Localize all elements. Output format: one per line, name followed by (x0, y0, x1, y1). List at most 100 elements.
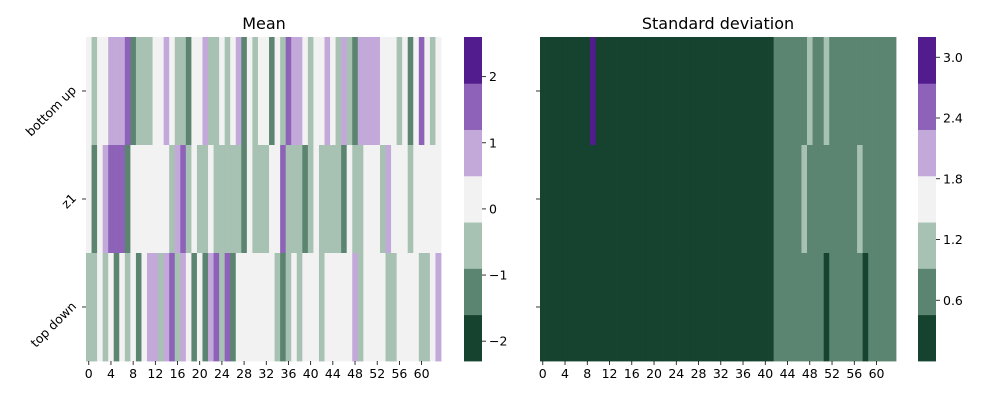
heatmap-cell (729, 253, 736, 362)
heatmap-cell (623, 253, 630, 362)
heatmap-cell (745, 145, 752, 254)
heatmap-cell (291, 253, 298, 362)
heatmap-cell (357, 145, 364, 254)
heatmap-cell (208, 253, 214, 362)
heatmap-cell (734, 145, 741, 254)
heatmap-cell (573, 253, 580, 362)
heatmap-cell (285, 145, 292, 254)
heatmap-cell (219, 253, 226, 362)
heatmap-cell (280, 37, 287, 146)
heatmap-cell (829, 37, 836, 146)
heatmap-cell (545, 37, 552, 146)
heatmap-cell (540, 145, 546, 254)
x-tick-label: 40 (757, 366, 773, 381)
heatmap-cell (640, 145, 647, 254)
heatmap-cell (147, 37, 153, 146)
heatmap-cell (108, 253, 115, 362)
heatmap-cell (801, 145, 808, 254)
heatmap-cell (829, 145, 836, 254)
heatmap-cell (174, 145, 181, 254)
heatmap-cell (352, 145, 359, 254)
heatmap-cell (562, 145, 569, 254)
heatmap-cell (573, 145, 580, 254)
heatmap-cell (890, 253, 897, 362)
heatmap-cell (567, 253, 574, 362)
heatmap-cell (274, 253, 281, 362)
heatmap-cell (673, 37, 680, 146)
x-tick-label: 36 (735, 366, 751, 381)
std-y-axis (536, 90, 540, 308)
heatmap-cell (119, 253, 126, 362)
heatmap-cell (712, 253, 719, 362)
mean-colorbar: −2 −1 0 1 2 (464, 37, 507, 362)
std-colorbar: 0.6 1.2 1.8 2.4 3.0 (918, 37, 963, 362)
heatmap-cell (163, 37, 170, 146)
heatmap-cell (818, 37, 825, 146)
heatmap-cell (584, 37, 591, 146)
heatmap-cell (768, 145, 775, 254)
heatmap-cell (163, 145, 170, 254)
heatmap-cell (851, 37, 858, 146)
heatmap-cell (169, 37, 176, 146)
heatmap-cell (413, 37, 420, 146)
heatmap-cell (634, 253, 641, 362)
heatmap-cell (241, 145, 248, 254)
heatmap-cell (751, 37, 758, 146)
heatmap-cell (756, 253, 763, 362)
heatmap-cell (418, 253, 425, 362)
heatmap-cell (695, 37, 702, 146)
heatmap-cell (879, 253, 886, 362)
heatmap-cell (545, 145, 552, 254)
heatmap-cell (202, 253, 209, 362)
heatmap-cell (556, 253, 563, 362)
heatmap-cell (617, 37, 624, 146)
heatmap-cell (263, 145, 270, 254)
heatmap-cell (269, 253, 275, 362)
heatmap-cell (673, 145, 680, 254)
heatmap-cell (219, 145, 226, 254)
colorbar-segment (464, 37, 482, 84)
heatmap-cell (662, 145, 669, 254)
heatmap-cell (252, 37, 259, 146)
heatmap-cell (701, 37, 708, 146)
heatmap-cell (246, 37, 253, 146)
colorbar-segment (918, 129, 936, 177)
heatmap-cell (302, 145, 309, 254)
heatmap-cell (196, 253, 203, 362)
heatmap-cell (130, 145, 137, 254)
heatmap-cell (567, 145, 574, 254)
heatmap-cell (718, 145, 724, 254)
heatmap-cell (590, 145, 597, 254)
heatmap-cell (823, 37, 830, 146)
heatmap-cell (269, 145, 275, 254)
heatmap-cell (745, 37, 752, 146)
colorbar-segment (918, 268, 936, 316)
heatmap-cell (567, 37, 574, 146)
heatmap-cell (180, 145, 187, 254)
heatmap-cell (623, 145, 630, 254)
heatmap-cell (379, 253, 386, 362)
heatmap-cell (108, 145, 115, 254)
heatmap-cell (185, 37, 192, 146)
heatmap-cell (851, 145, 858, 254)
heatmap-cell (113, 37, 120, 146)
mean-title: Mean (242, 14, 286, 33)
heatmap-cell (640, 37, 647, 146)
heatmap-cell (556, 37, 563, 146)
heatmap-cell (807, 253, 813, 362)
heatmap-cell (840, 145, 847, 254)
heatmap-cell (601, 253, 608, 362)
x-tick-label: 0 (539, 366, 547, 381)
heatmap-cell (779, 37, 786, 146)
heatmap-cell (695, 145, 702, 254)
heatmap-cell (684, 253, 691, 362)
heatmap-cell (679, 253, 686, 362)
heatmap-cell (363, 37, 370, 146)
heatmap-cell (152, 253, 159, 362)
heatmap-cell (790, 145, 797, 254)
heatmap-cell (263, 37, 270, 146)
heatmap-cell (784, 145, 791, 254)
heatmap-cell (768, 253, 775, 362)
heatmap-cell (829, 253, 836, 362)
heatmap-cell (673, 253, 680, 362)
